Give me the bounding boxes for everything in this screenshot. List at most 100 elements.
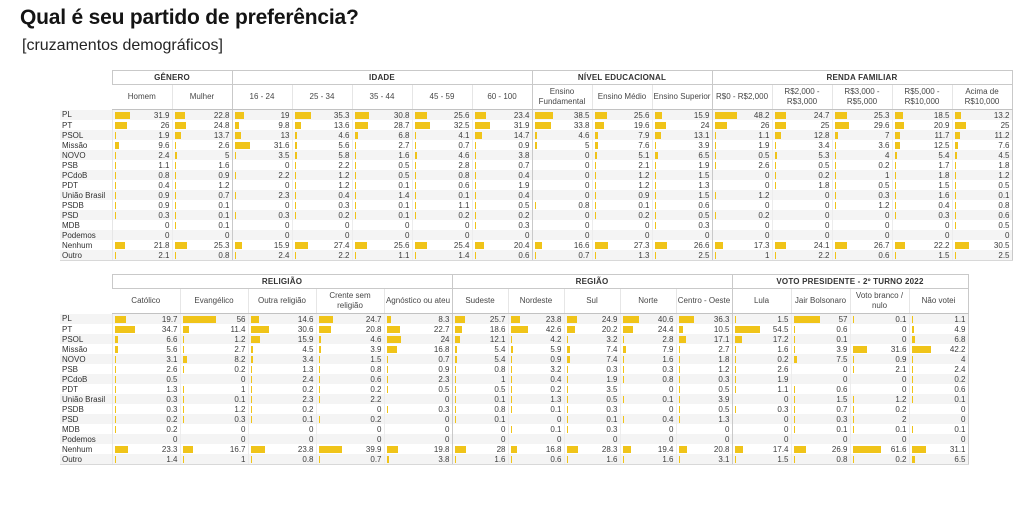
value-cell: 0.1	[791, 334, 851, 344]
value-text: 0.7	[458, 140, 470, 150]
value-text: 2.2	[370, 394, 382, 404]
table-row: Outro 1.4 1 0.8 0.7 3.8 1.6 0.6 1.6 1.6 3.1 1.5 0.8 0…	[60, 454, 969, 465]
bar-zone	[622, 455, 650, 463]
value-bar	[114, 395, 116, 403]
bar-zone	[174, 251, 206, 259]
row-label: Outro	[60, 454, 113, 465]
bar-zone	[678, 375, 706, 383]
value-text: 4.6	[370, 334, 382, 344]
bar-zone	[735, 436, 765, 443]
value-text: 20.8	[365, 324, 382, 334]
bar-zone	[566, 425, 594, 433]
bar-zone	[793, 325, 824, 333]
bar-zone	[852, 365, 883, 373]
value-text: 25	[1000, 120, 1010, 130]
value-cell: 24.7	[316, 313, 385, 324]
value-text: 0.1	[398, 200, 410, 210]
bar-zone	[793, 315, 824, 323]
bar-zone	[911, 385, 942, 393]
value-cell: 0.7	[384, 354, 453, 364]
value-cell: 0	[532, 230, 593, 240]
value-cell: 3.9	[316, 344, 385, 354]
bar-zone	[714, 141, 746, 149]
value-text: 0	[377, 404, 382, 414]
bar-zone	[250, 345, 290, 353]
row-label: PT	[60, 324, 113, 334]
value-cell: 3.9	[652, 140, 713, 150]
value-bar	[114, 445, 129, 453]
value-bar	[678, 355, 680, 363]
bar-zone	[295, 232, 326, 239]
value-cell: 0.1	[850, 313, 910, 324]
value-bar	[954, 111, 961, 119]
value-text: 0.6	[998, 210, 1010, 220]
column-header: Não votei	[909, 288, 969, 314]
bar-zone	[114, 415, 154, 423]
bar-zone	[234, 151, 266, 159]
value-cell: 1.6	[892, 190, 953, 200]
value-cell: 6.5	[909, 454, 969, 465]
bar-zone	[623, 386, 650, 393]
bar-zone	[853, 326, 883, 333]
value-cell: 24.1	[772, 240, 833, 250]
table-row: PL 31.9 22.8 19 35.3 30.8 25.6 23.4 38.5 25.6 15.9…	[60, 109, 1013, 120]
value-cell: 4.6	[292, 130, 353, 140]
value-bar	[793, 315, 820, 323]
value-cell: 0.9	[592, 190, 653, 200]
value-text: 0.3	[438, 404, 450, 414]
value-cell: 1.8	[952, 160, 1013, 170]
bar-zone	[174, 201, 206, 209]
value-text: 61.6	[890, 444, 907, 454]
bar-zone	[714, 151, 746, 159]
value-text: 0	[784, 394, 789, 404]
bar-zone	[566, 415, 594, 423]
bar-zone	[954, 151, 986, 159]
bar-zone	[386, 345, 426, 353]
value-bar	[474, 111, 486, 119]
bar-zone	[510, 375, 538, 383]
bar-zone	[174, 211, 206, 219]
value-cell: 22.8	[172, 109, 233, 120]
value-cell: 2.5	[652, 250, 713, 261]
value-bar	[386, 385, 388, 393]
value-text: 23.8	[297, 444, 314, 454]
table-row: Outro 2.1 0.8 2.4 2.2 1.1 1.4 0.6 0.7 1.3 2.5 1 2.2 0…	[60, 250, 1013, 261]
value-text: 0.9	[158, 190, 170, 200]
value-bar	[510, 345, 513, 353]
value-text: 0	[765, 220, 770, 230]
bar-zone	[911, 445, 942, 453]
value-text: 0	[765, 170, 770, 180]
value-bar	[954, 141, 959, 149]
value-bar	[911, 395, 913, 403]
bar-zone	[911, 365, 942, 373]
value-bar	[114, 141, 120, 149]
value-text: 0.5	[818, 160, 830, 170]
value-cell: 2.7	[676, 344, 733, 354]
bar-zone	[954, 161, 986, 169]
value-bar	[954, 171, 956, 179]
value-bar	[414, 131, 417, 139]
value-text: 0.7	[836, 404, 848, 414]
value-bar	[852, 445, 881, 453]
bar-zone	[115, 232, 146, 239]
value-cell: 0.5	[564, 394, 621, 404]
value-bar	[911, 365, 913, 373]
value-cell: 0	[909, 434, 969, 444]
value-bar	[714, 121, 727, 129]
bar-zone	[174, 191, 206, 199]
value-cell: 2.6	[172, 140, 233, 150]
bar-zone	[414, 131, 446, 139]
value-cell: 36.3	[676, 313, 733, 324]
value-bar	[852, 425, 854, 433]
bar-zone	[182, 405, 222, 413]
value-text: 0.1	[954, 394, 966, 404]
bar-zone	[354, 211, 386, 219]
bar-zone	[387, 396, 426, 403]
bar-zone	[774, 181, 806, 189]
value-text: 0.8	[494, 404, 506, 414]
value-cell: 0	[352, 220, 413, 230]
bar-zone	[714, 161, 746, 169]
column-header: 25 - 34	[292, 84, 353, 110]
bar-zone	[454, 445, 482, 453]
value-cell: 0.8	[532, 200, 593, 210]
